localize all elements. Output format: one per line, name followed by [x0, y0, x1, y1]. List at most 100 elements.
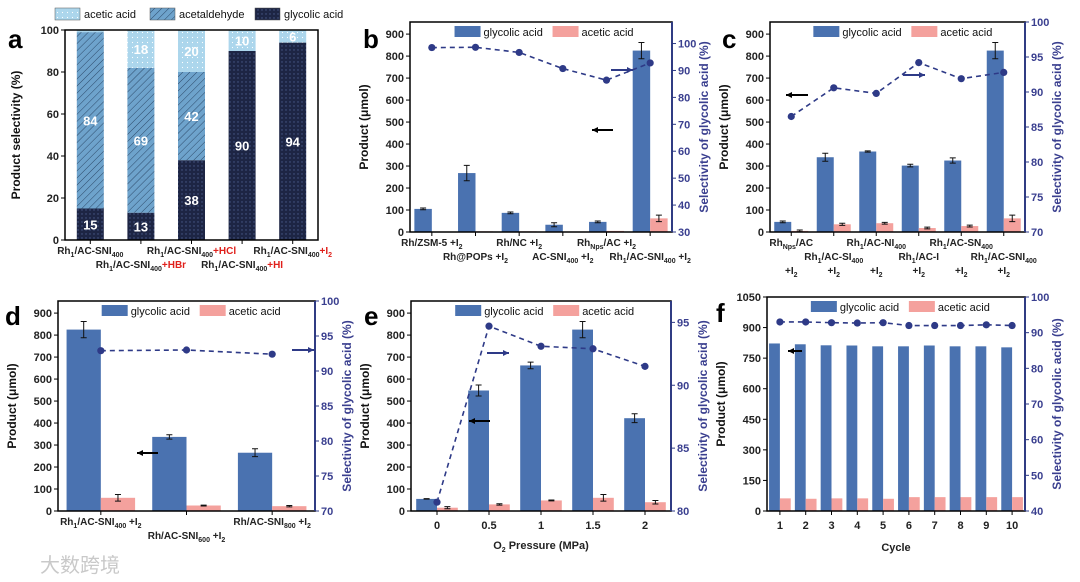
arrow-head-icon — [919, 72, 925, 78]
y2-tick-label: 80 — [678, 92, 690, 104]
error-bar — [839, 222, 846, 226]
y2-tick-label: 100 — [1031, 292, 1049, 304]
error-bar — [80, 320, 87, 339]
y-tick-label: 800 — [746, 51, 764, 63]
error-bar — [286, 505, 293, 508]
bar-glycolic-acid — [872, 346, 884, 511]
error-bar — [822, 152, 829, 162]
y2-tick-label: 80 — [321, 436, 333, 448]
selectivity-point — [956, 321, 965, 330]
error-bar — [924, 226, 931, 230]
y-tick-label: 700 — [34, 352, 52, 364]
y2-tick-label: 80 — [1031, 363, 1043, 375]
panel-d: d 0 100 200 300 400 500 600 700 800 900 Product (μm… — [5, 296, 354, 544]
y-tick-label: 900 — [34, 308, 52, 320]
selectivity-point — [879, 319, 887, 327]
bar-acetic-acid — [76, 30, 104, 33]
error-bar — [527, 361, 534, 370]
watermark: 大数跨境 — [40, 553, 120, 577]
y-tick-label: 100 — [746, 205, 764, 217]
y-tick-label: 700 — [387, 352, 405, 364]
y-tick-label: 200 — [34, 462, 52, 474]
legend-swatch — [54, 7, 81, 21]
y2-tick-label: 75 — [1031, 192, 1043, 204]
error-bar — [579, 320, 586, 339]
y-tick-label: 400 — [386, 139, 404, 151]
bar-glycolic-acid — [589, 221, 607, 232]
error-bar — [655, 214, 662, 223]
y2-tick-label: 50 — [1031, 470, 1043, 482]
y-tick-label: 800 — [386, 51, 404, 63]
selectivity-point — [602, 76, 611, 84]
selectivity-point — [646, 59, 654, 67]
legend-label: acetic acid — [582, 27, 634, 39]
bar-acetic-acid — [593, 497, 614, 511]
bar-value-label: 6 — [289, 29, 296, 44]
y2-tick-label: 70 — [1031, 227, 1043, 239]
bar-glycolic-acid — [414, 208, 432, 232]
error-bar — [992, 41, 999, 60]
x-tick-label: Rh1​/AC-SNI400​ — [971, 252, 1037, 265]
bar-acetic-acid — [805, 498, 817, 511]
x-tick-label: 1 — [538, 520, 544, 532]
selectivity-point — [776, 318, 784, 326]
legend-label: glycolic acid — [484, 306, 543, 318]
y-tick-label: 60 — [47, 109, 59, 121]
x-tick-label: 5 — [880, 520, 886, 532]
x-tick-label-base: Rh1​/AC-SNI400​ — [201, 260, 267, 273]
x-tick-label-suffix: +I2​ — [912, 266, 925, 279]
selectivity-point — [471, 43, 480, 51]
bar-glycolic-acid — [769, 343, 780, 511]
x-tick-label: Rh1​/AC-SN400​ — [930, 238, 993, 251]
y-tick-label: 100 — [387, 484, 405, 496]
x-tick-label: Rh1​/AC-SNI400​+I2​ — [253, 246, 332, 259]
legend-label: acetaldehyde — [179, 9, 244, 21]
error-bar — [548, 499, 555, 502]
x-tick-label: Rh1​/AC-SNI400​+HI — [201, 260, 283, 273]
bar-value-label: 20 — [184, 44, 198, 59]
y-tick-label: 300 — [387, 440, 405, 452]
y-tick-label: 700 — [746, 73, 764, 85]
x-tick-label: 0.5 — [481, 520, 496, 532]
legend-label: acetic acid — [940, 27, 992, 39]
bar-glycolic-acid — [944, 160, 962, 232]
selectivity-point — [433, 498, 441, 506]
y2-tick-label: 85 — [1031, 122, 1043, 134]
y-tick-label: 100 — [386, 205, 404, 217]
y-tick-label: 800 — [387, 330, 405, 342]
bar-acetic-acid — [127, 30, 155, 68]
y-tick-label: 100 — [34, 484, 52, 496]
bar-value-label: 69 — [134, 133, 148, 148]
bar-acetic-acid — [883, 498, 894, 511]
x-tick-label: Rh/AC-SNI800​ +I2​ — [233, 517, 311, 530]
bar-acetic-acid — [779, 498, 791, 511]
bar-acetic-acid — [272, 506, 307, 511]
x-tick-label: RhNps​/AC +I2​ — [577, 238, 636, 251]
bar-acetic-acid — [961, 226, 979, 232]
y-axis-label: Product (μmol) — [357, 84, 371, 169]
y-tick-label: 0 — [755, 506, 761, 518]
legend-swatch-glycolic — [810, 301, 837, 312]
y2-axis-label: Selectivity of glycolic acid (%) — [697, 41, 711, 212]
y-tick-label: 500 — [746, 117, 764, 129]
x-tick-label: Rh/ZSM-5 +I2​ — [401, 238, 463, 251]
x-tick-label: Rh1​/AC-I — [898, 252, 939, 265]
x-tick-label-suffix: +I2​ — [870, 266, 883, 279]
y-tick-label: 900 — [386, 29, 404, 41]
bar-glycolic-acid — [152, 436, 187, 511]
y2-tick-label: 70 — [678, 119, 690, 131]
arrow-head-icon — [308, 347, 314, 353]
bar-glycolic-acid — [520, 365, 541, 511]
bar-acetic-acid — [857, 498, 869, 511]
error-bar — [252, 448, 259, 458]
error-bar — [881, 221, 888, 225]
y2-tick-label: 80 — [677, 506, 689, 518]
selectivity-point — [182, 346, 191, 354]
panel-a: a 0 20 40 60 80 100 Product selectivity (%) 15 84… — [8, 7, 343, 273]
y-tick-label: 700 — [386, 73, 404, 85]
bar-glycolic-acid — [986, 50, 1004, 232]
y-tick-label: 40 — [47, 151, 59, 163]
x-tick-label: 1.5 — [585, 520, 600, 532]
bar-glycolic-acid — [923, 345, 935, 511]
arrow-head-icon — [137, 450, 143, 456]
